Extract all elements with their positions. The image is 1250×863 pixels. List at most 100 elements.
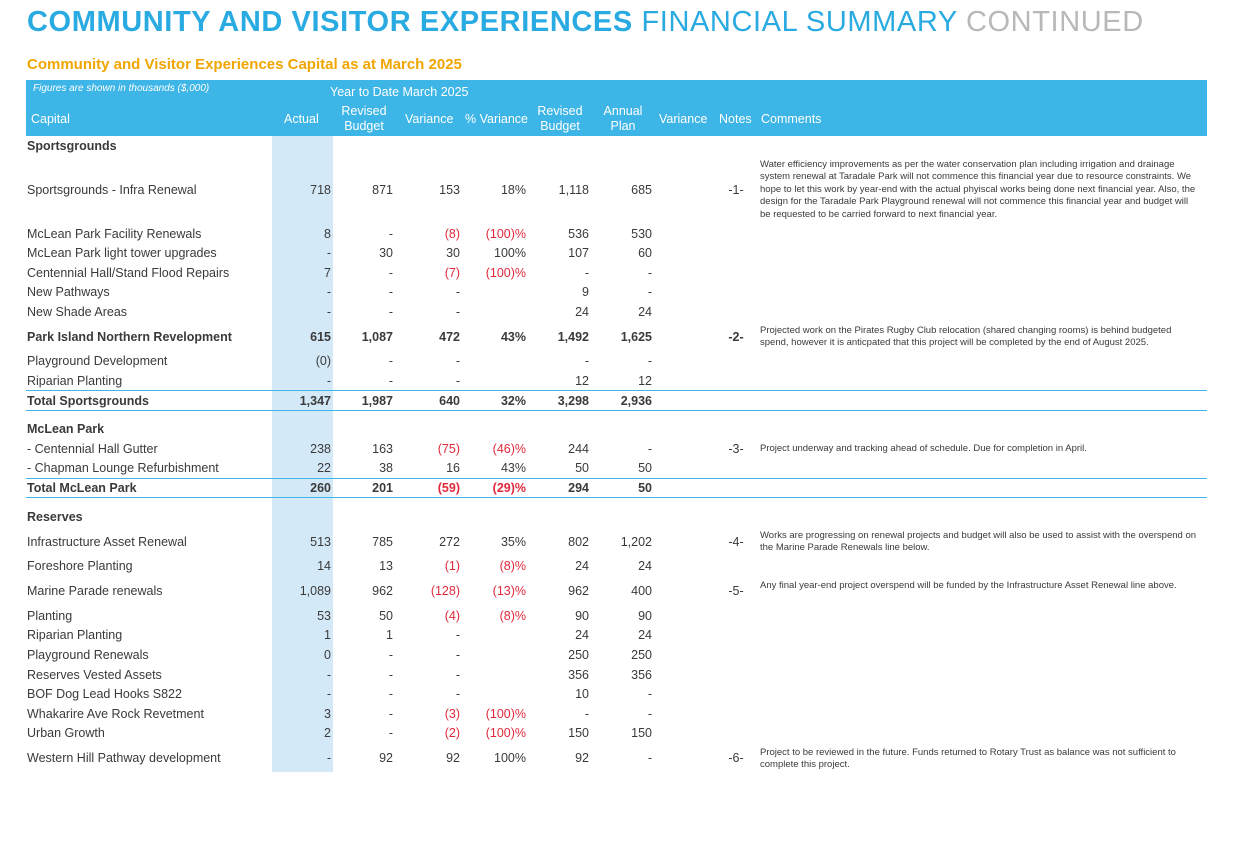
cell-revised: 962 bbox=[372, 584, 393, 598]
cell-pct: (29)% bbox=[492, 481, 526, 495]
cell-revised: 50 bbox=[379, 609, 393, 623]
cell-ap: 60 bbox=[638, 246, 652, 260]
cell-variance: - bbox=[455, 374, 460, 388]
cell-variance: - bbox=[455, 687, 460, 701]
actual-column-highlight bbox=[272, 136, 333, 772]
cell-actual: 53 bbox=[317, 609, 331, 623]
cell-variance: (7) bbox=[444, 266, 460, 280]
cell-pct: (100)% bbox=[485, 726, 526, 740]
cell-revised: - bbox=[388, 668, 393, 682]
cell-variance: (8) bbox=[444, 227, 460, 241]
row-label: BOF Dog Lead Hooks S822 bbox=[27, 687, 182, 701]
cell-ap: - bbox=[647, 354, 652, 368]
comment-4: Works are progressing on renewal project… bbox=[760, 530, 1197, 554]
cell-revised: - bbox=[388, 227, 393, 241]
cell-note: -1- bbox=[728, 183, 744, 197]
cell-rb: 150 bbox=[568, 726, 589, 740]
cell-actual: 3 bbox=[324, 707, 331, 721]
cell-actual: - bbox=[326, 305, 331, 319]
cell-actual: - bbox=[326, 374, 331, 388]
row-label: New Shade Areas bbox=[27, 305, 128, 319]
cell-pct: (46)% bbox=[492, 442, 526, 456]
cell-rb: - bbox=[584, 266, 589, 280]
cell-variance: 92 bbox=[446, 751, 460, 765]
cell-actual: - bbox=[326, 687, 331, 701]
row-label: Infrastructure Asset Renewal bbox=[27, 535, 187, 549]
cell-actual: 14 bbox=[317, 559, 331, 573]
cell-ap: 24 bbox=[638, 305, 652, 319]
col-comments: Comments bbox=[761, 112, 822, 126]
cell-rb: 3,298 bbox=[557, 394, 589, 408]
cell-pct: 100% bbox=[494, 751, 526, 765]
row-label: Western Hill Pathway development bbox=[27, 751, 221, 765]
cell-ap: - bbox=[647, 687, 652, 701]
cell-revised: 163 bbox=[372, 442, 393, 456]
cell-revised: - bbox=[388, 354, 393, 368]
cell-pct: 43% bbox=[500, 461, 526, 475]
cell-actual: (0) bbox=[315, 354, 331, 368]
cell-actual: 2 bbox=[324, 726, 331, 740]
col-notes: Notes bbox=[719, 112, 752, 126]
table-row: Infrastructure Asset Renewal 513 785 272 35%… bbox=[26, 533, 1207, 552]
cell-pct: 35% bbox=[500, 535, 526, 549]
cell-revised: 92 bbox=[379, 751, 393, 765]
cell-ap: 250 bbox=[631, 648, 652, 662]
cell-revised: - bbox=[388, 648, 393, 662]
col-revised-budget-full: Revised Budget bbox=[537, 104, 583, 133]
row-label: Playground Renewals bbox=[27, 648, 149, 662]
cell-note: -2- bbox=[728, 330, 744, 344]
row-label: Sportsgrounds bbox=[27, 139, 117, 153]
cell-actual: 22 bbox=[317, 461, 331, 475]
cell-actual: 8 bbox=[324, 227, 331, 241]
row-label: Reserves Vested Assets bbox=[27, 668, 162, 682]
cell-variance: (1) bbox=[444, 559, 460, 573]
table-row: Whakarire Ave Rock Revetment 3 - (3) (100)% -… bbox=[26, 705, 1207, 724]
cell-rb: 356 bbox=[568, 668, 589, 682]
cell-variance: - bbox=[455, 668, 460, 682]
cell-ap: 90 bbox=[638, 609, 652, 623]
title-light: FINANCIAL SUMMARY bbox=[641, 6, 958, 38]
cell-ap: 12 bbox=[638, 374, 652, 388]
cell-actual: 513 bbox=[310, 535, 331, 549]
cell-rb: 962 bbox=[568, 584, 589, 598]
table-row: McLean Park light tower upgrades - 30 30 100… bbox=[26, 244, 1207, 263]
cell-ap: - bbox=[647, 442, 652, 456]
row-label: Riparian Planting bbox=[27, 374, 123, 388]
cell-ap: 24 bbox=[638, 628, 652, 642]
table-row: - Centennial Hall Gutter 238 163 (75) (46)% 2… bbox=[26, 440, 1207, 459]
table-row: BOF Dog Lead Hooks S822 - - - 10 - bbox=[26, 685, 1207, 704]
cell-actual: 1,089 bbox=[299, 584, 331, 598]
cell-rb: 10 bbox=[575, 687, 589, 701]
cell-note: -3- bbox=[728, 442, 744, 456]
table-row: Foreshore Planting 14 13 (1) (8)% 24 24 bbox=[26, 557, 1207, 576]
cell-rb: 9 bbox=[582, 285, 589, 299]
divider-line bbox=[26, 497, 1207, 498]
cell-variance: 153 bbox=[439, 183, 460, 197]
cell-revised: 1 bbox=[386, 628, 393, 642]
cell-rb: 92 bbox=[575, 751, 589, 765]
col-variance: Variance bbox=[405, 112, 454, 126]
cell-ap: - bbox=[647, 266, 652, 280]
cell-rb: 24 bbox=[575, 628, 589, 642]
cell-actual: 718 bbox=[310, 183, 331, 197]
row-label: - Centennial Hall Gutter bbox=[27, 442, 158, 456]
cell-revised: 201 bbox=[372, 481, 393, 495]
cell-revised: 1,087 bbox=[361, 330, 393, 344]
table-row: New Pathways - - - 9 - bbox=[26, 283, 1207, 302]
cell-revised: - bbox=[388, 687, 393, 701]
table-row: McLean Park Facility Renewals 8 - (8) (100)%… bbox=[26, 225, 1207, 244]
cell-rb: 12 bbox=[575, 374, 589, 388]
cell-note: -5- bbox=[728, 584, 744, 598]
cell-note: -4- bbox=[728, 535, 744, 549]
table-row: New Shade Areas - - - 24 24 bbox=[26, 303, 1207, 322]
cell-ap: 1,625 bbox=[620, 330, 652, 344]
cell-ap: - bbox=[647, 751, 652, 765]
row-label: Urban Growth bbox=[27, 726, 105, 740]
table-row: Reserves Vested Assets - - - 356 356 bbox=[26, 666, 1207, 685]
row-label: Whakarire Ave Rock Revetment bbox=[27, 707, 204, 721]
cell-variance: 30 bbox=[446, 246, 460, 260]
cell-rb: - bbox=[584, 354, 589, 368]
cell-variance: 272 bbox=[439, 535, 460, 549]
cell-actual: 615 bbox=[310, 330, 331, 344]
cell-revised: - bbox=[388, 266, 393, 280]
